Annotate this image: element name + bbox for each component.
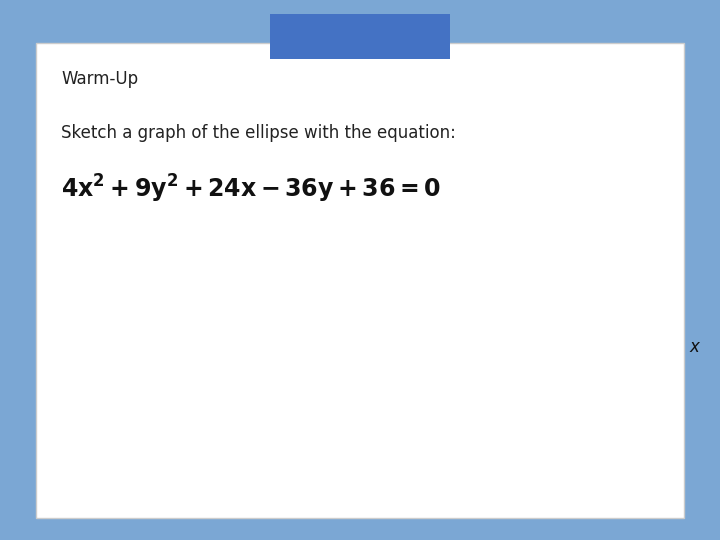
Text: $O$: $O$ xyxy=(545,362,559,380)
Text: Sketch a graph of the ellipse with the equation:: Sketch a graph of the ellipse with the e… xyxy=(61,124,456,141)
Text: Warm-Up: Warm-Up xyxy=(61,70,138,87)
Text: $y$: $y$ xyxy=(543,191,556,209)
Text: $x$: $x$ xyxy=(689,338,702,356)
Text: $\mathbf{4x^2 + 9y^2 + 24x - 36y + 36 = 0}$: $\mathbf{4x^2 + 9y^2 + 24x - 36y + 36 = … xyxy=(61,172,441,205)
